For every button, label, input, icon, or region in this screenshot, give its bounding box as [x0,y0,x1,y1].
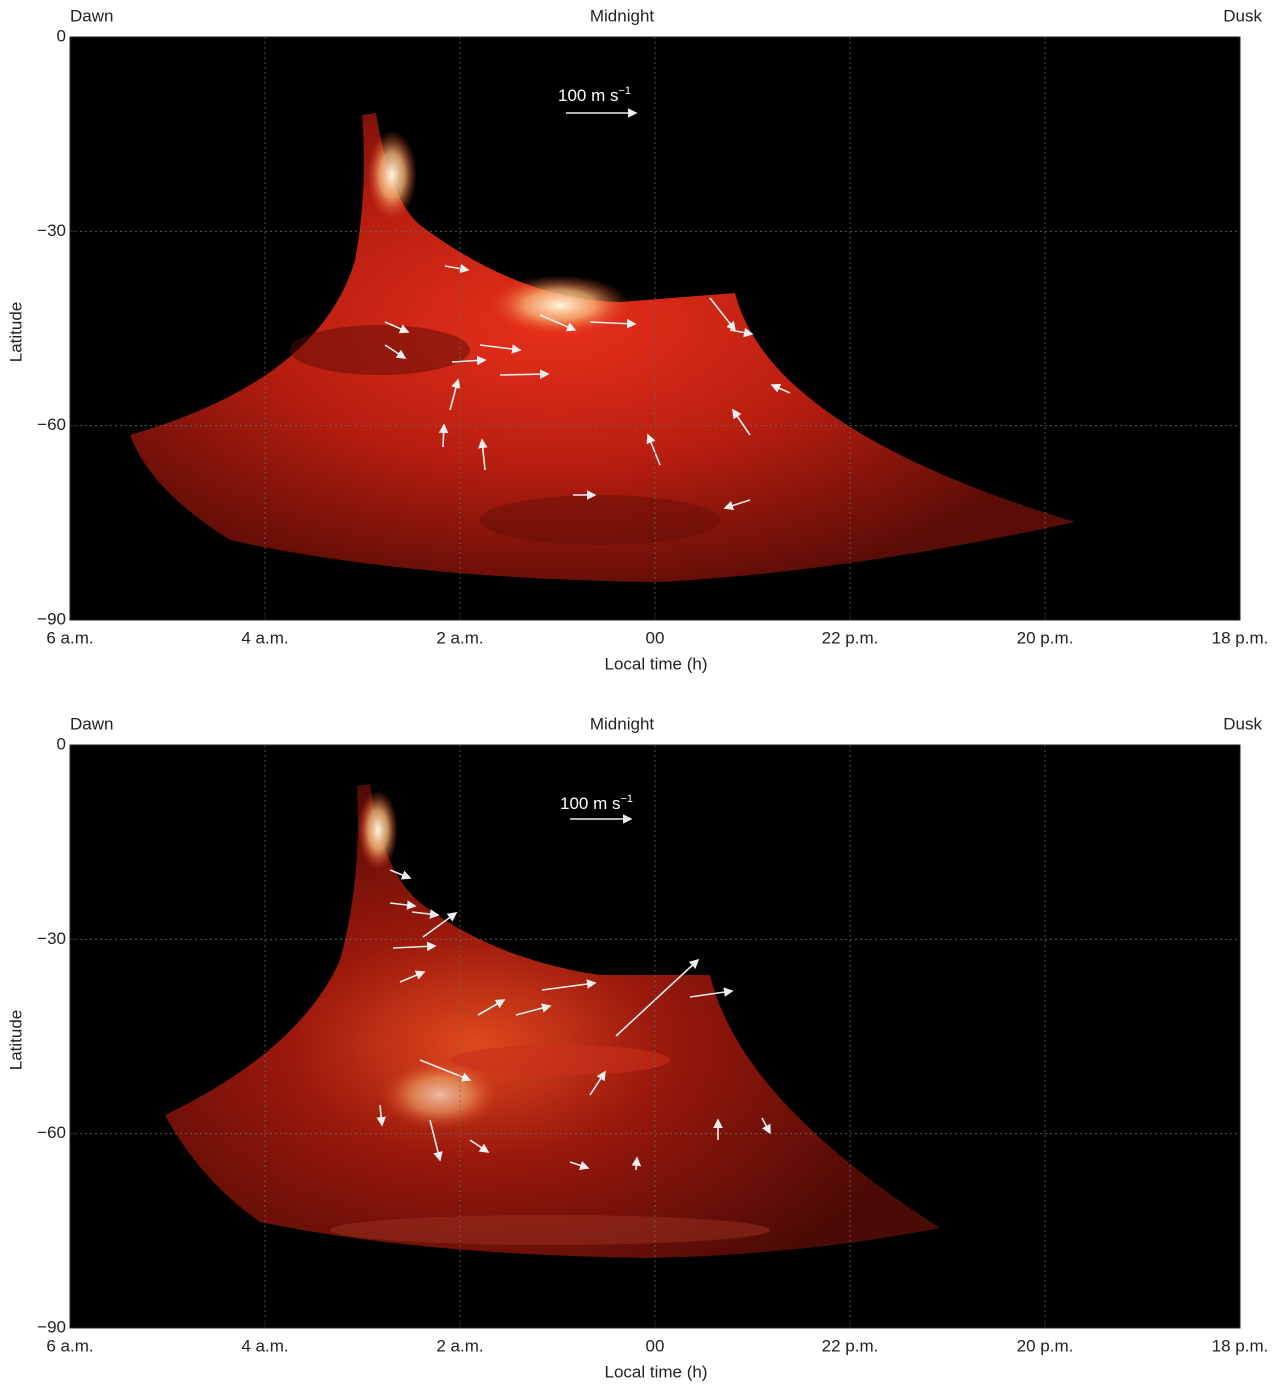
dusk-label: Dusk [1223,714,1262,733]
scale-label-exponent: −1 [620,793,633,805]
y-axis-label: Latitude [6,1010,25,1071]
plot-frame [69,744,1241,1329]
wind-vectors [376,869,771,1171]
x-tick-label: 20 p.m. [1017,628,1074,647]
y-tick-label: −90 [37,609,66,628]
scale-label-exponent: −1 [618,85,631,97]
y-tick-label: −90 [37,1317,66,1336]
x-tick-label: 22 p.m. [822,628,879,647]
wind-vectors [384,263,791,511]
x-tick-label: 20 p.m. [1017,1336,1074,1355]
y-tick-label: 0 [57,26,66,45]
scale-label-text: 100 m s [558,86,618,105]
x-tick-label: 18 p.m. [1212,628,1269,647]
plot-frame [69,36,1241,621]
dusk-label: Dusk [1223,6,1262,25]
x-tick-label: 4 a.m. [241,628,288,647]
dawn-label: Dawn [70,714,113,733]
y-tick-label: −60 [37,1123,66,1142]
x-tick-label: 2 a.m. [436,628,483,647]
y-axis-label: Latitude [6,302,25,363]
brightness-map [130,113,1075,582]
x-tick-label: 2 a.m. [436,1336,483,1355]
scale-label: 100 m s−1 [558,85,631,106]
y-tick-label: −30 [37,929,66,948]
x-tick-label: 6 a.m. [46,1336,93,1355]
midnight-label: Midnight [590,714,655,733]
scale-label-text: 100 m s [560,794,620,813]
midnight-label: Midnight [590,6,655,25]
y-tick-label: −60 [37,415,66,434]
x-tick-label: 4 a.m. [241,1336,288,1355]
dawn-label: Dawn [70,6,113,25]
x-tick-label: 22 p.m. [822,1336,879,1355]
y-tick-label: 0 [57,734,66,753]
x-tick-label: 6 a.m. [46,628,93,647]
brightness-map [165,784,940,1258]
x-tick-label: 00 [646,628,665,647]
scale-label: 100 m s−1 [560,793,633,814]
x-axis-label: Local time (h) [605,654,708,673]
x-axis-label: Local time (h) [605,1362,708,1381]
y-tick-label: −30 [37,221,66,240]
x-tick-label: 00 [646,1336,665,1355]
x-tick-label: 18 p.m. [1212,1336,1269,1355]
